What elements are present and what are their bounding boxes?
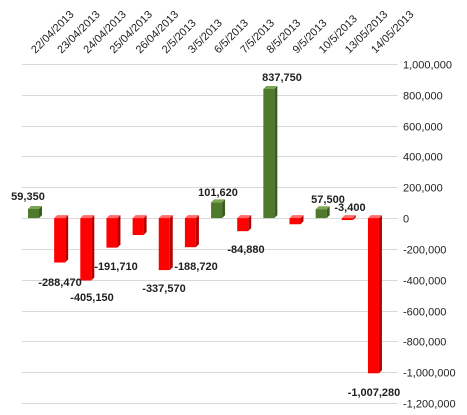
bar-3/5/2013: [184, 215, 199, 248]
y-tick-label: 0: [403, 214, 409, 226]
bar-side: [39, 205, 42, 219]
bar-side: [169, 215, 173, 271]
bar-side: [300, 215, 304, 225]
data-label: -3,400: [334, 202, 365, 214]
data-label: 57,500: [311, 194, 345, 206]
bar-top: [211, 199, 226, 203]
bar-side: [117, 215, 121, 248]
bar-7/5/2013: [237, 215, 252, 232]
y-tick-label: 400,000: [403, 152, 443, 164]
bar-side: [352, 215, 356, 221]
bar-side: [65, 215, 69, 263]
bar: [184, 218, 196, 248]
data-label: 837,750: [262, 72, 302, 84]
bar: [263, 89, 275, 219]
bar-top: [237, 215, 252, 219]
y-tick-label: -1,200,000: [403, 399, 456, 411]
bar-top: [106, 215, 121, 219]
bar-top: [132, 215, 147, 219]
bar: [106, 218, 118, 248]
data-label: -84,880: [227, 244, 264, 256]
bar: [367, 218, 379, 374]
y-tick-label: -600,000: [403, 307, 446, 319]
bar-14/05/2013: [367, 215, 382, 374]
data-label: -191,710: [94, 261, 137, 273]
bar-side: [91, 215, 95, 281]
bar-side: [326, 206, 330, 219]
bar-9/5/2013: [289, 215, 304, 225]
bar-side: [222, 199, 226, 219]
y-tick-label: -400,000: [403, 276, 446, 288]
bar: [28, 208, 39, 219]
bar-side: [274, 86, 278, 219]
gridlines: [22, 64, 398, 404]
bar-top: [54, 215, 69, 219]
data-label: -288,470: [38, 277, 81, 289]
y-tick-label: -1,000,000: [403, 368, 456, 380]
bar-2/5/2013: [158, 215, 173, 271]
y-tick-label: 800,000: [403, 91, 443, 103]
y-tick-label: -800,000: [403, 337, 446, 349]
bar-top: [289, 215, 304, 219]
bar-25/04/2013: [106, 215, 121, 248]
y-axis-tick-labels: 1,000,000 800,000 600,000 400,000 200,000 0 -2…: [403, 60, 456, 411]
bar-top: [28, 205, 42, 209]
bar-side: [248, 215, 252, 232]
bar: [237, 218, 249, 232]
bar: [158, 218, 170, 271]
bar-top: [184, 215, 199, 219]
bar-8/5/2013: [263, 86, 278, 219]
data-label: -188,720: [174, 261, 217, 273]
bars: [28, 86, 382, 374]
bar-side: [378, 215, 382, 374]
bar-top: [367, 215, 382, 219]
bar-24/04/2013: [80, 215, 95, 281]
bar-10/5/2013: [315, 206, 330, 219]
bar-6/5/2013: [211, 199, 226, 219]
bar-top: [158, 215, 173, 219]
bar-top: [80, 215, 95, 219]
y-tick-label: 200,000: [403, 183, 443, 195]
data-labels: 59,350 -288,470 -405,150 -191,710 -337,570 -1…: [11, 72, 400, 399]
y-tick-label: -200,000: [403, 245, 446, 257]
data-label: -405,150: [70, 292, 113, 304]
y-tick-label: 600,000: [403, 122, 443, 134]
bar-26/04/2013: [132, 215, 147, 236]
bar-13/05/2013: [341, 215, 356, 221]
bar-top: [315, 206, 330, 210]
data-label: -1,007,280: [348, 387, 401, 399]
y-tick-label: 1,000,000: [403, 60, 452, 72]
x-axis-category-labels: 22/04/201323/04/201324/04/201325/04/2013…: [29, 9, 416, 56]
bar: [80, 218, 92, 281]
data-label: 101,620: [198, 187, 238, 199]
bar-top: [263, 86, 278, 90]
data-label: 59,350: [11, 191, 45, 203]
bar: [341, 218, 353, 221]
bar-top: [341, 215, 356, 219]
bar-side: [143, 215, 147, 236]
bar: [315, 209, 327, 219]
bar: [132, 218, 144, 236]
bar: [54, 218, 66, 263]
bar-23/04/2013: [54, 215, 69, 263]
bar-side: [195, 215, 199, 248]
bar: [289, 218, 301, 225]
bar: [211, 202, 223, 219]
bar-22/04/2013: [28, 205, 42, 219]
data-label: -337,570: [142, 283, 185, 295]
